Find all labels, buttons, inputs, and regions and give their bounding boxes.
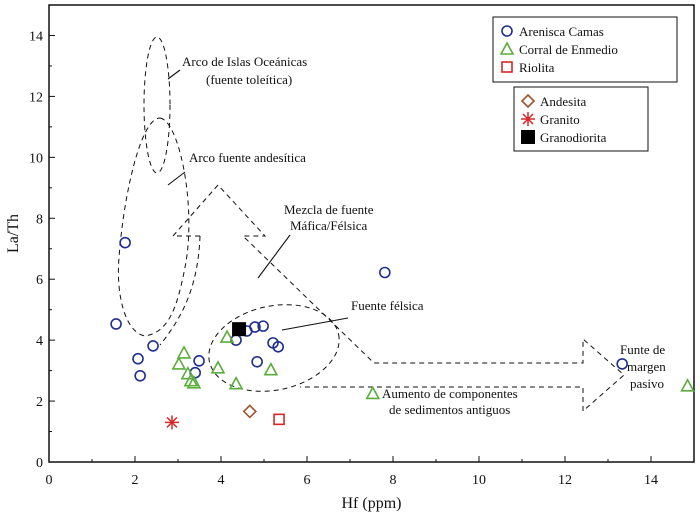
legend-marker (501, 61, 513, 73)
point-corral-de-enmedio (219, 329, 235, 343)
point-arenisca-camas (119, 236, 131, 249)
annotation-oceanic-2: (fuente toleítica) (206, 72, 292, 87)
legend-box (513, 86, 649, 152)
mixing-label-arrow (257, 234, 291, 279)
y-tick-label: 2 (36, 395, 43, 410)
legend-label: Granito (540, 112, 580, 127)
point-arenisca-camas (272, 341, 284, 353)
point-corral-de-enmedio (183, 372, 199, 387)
point-arenisca-camas (257, 320, 269, 332)
point-arenisca-camas (134, 369, 146, 382)
point-arenisca-camas (249, 321, 261, 333)
x-axis-label: Hf (ppm) (342, 495, 402, 512)
point-corral-de-enmedio (365, 385, 381, 400)
x-tick-label: 2 (132, 473, 139, 488)
label-arrows (167, 69, 349, 331)
point-granodiorita (232, 322, 247, 337)
point-corral-de-enmedio (171, 356, 187, 370)
legend: Arenisca Camas Corral de Enmedio Riolita An… (492, 16, 678, 152)
plot-frame (48, 4, 695, 463)
point-arenisca-camas (379, 266, 391, 279)
point-granito (164, 415, 179, 430)
annotation-felsic: Fuente félsica (351, 298, 424, 313)
annotation-passive-2: margen (627, 359, 666, 374)
x-tick-label: 12 (558, 473, 572, 488)
legend-box (492, 16, 678, 83)
point-andesita (242, 404, 257, 419)
legend-label: Arenisca Camas (519, 24, 604, 39)
legend-marker (499, 41, 515, 55)
felsic-arrow (281, 317, 349, 331)
x-tick-label: 0 (46, 473, 53, 488)
y-tick-label: 6 (36, 273, 43, 288)
point-arenisca-camas (147, 340, 159, 352)
point-corral-de-enmedio (680, 378, 695, 392)
point-corral-de-enmedio (228, 376, 244, 390)
andesitic-arrow (167, 171, 186, 186)
x-tick-label: 6 (304, 473, 311, 488)
point-arenisca-camas (251, 355, 263, 368)
legend-marker (521, 130, 535, 144)
point-corral-de-enmedio (186, 375, 202, 389)
point-arenisca-camas (616, 358, 628, 370)
y-tick-label: 8 (36, 212, 43, 227)
data-points (110, 236, 695, 430)
point-corral-de-enmedio (263, 362, 279, 376)
regions (117, 36, 625, 413)
annotation-old-2: de sedimentos antiguos (389, 402, 510, 417)
x-tick-label: 8 (390, 473, 397, 488)
point-arenisca-camas (193, 355, 205, 367)
x-tick-label: 4 (218, 473, 225, 488)
y-tick-label: 0 (36, 456, 43, 471)
point-arenisca-camas (132, 352, 144, 365)
oceanic-arc-field (143, 36, 171, 174)
felsic-field (208, 304, 340, 392)
oceanic-arrow (167, 69, 181, 80)
y-tick-label: 12 (29, 90, 43, 105)
legend-marker (501, 25, 513, 37)
andesitic-arc-field (117, 117, 190, 337)
legend-marker (520, 93, 536, 109)
annotation-mix-1: Mezcla de fuente (284, 202, 374, 217)
y-tick-label: 10 (29, 151, 43, 166)
point-corral-de-enmedio (176, 345, 192, 359)
annotation-mix-2: Máfica/Félsica (290, 218, 367, 233)
axes: 0 2 4 6 8 10 12 14 0 2 4 6 8 10 12 14 Hf (ppm) La/Th (5, 4, 695, 512)
annotations: Arco de Islas Oceánicas (fuente toleític… (182, 54, 666, 417)
x-tick-label: 10 (472, 473, 486, 488)
point-corral-de-enmedio (210, 360, 226, 374)
point-riolita (273, 413, 285, 426)
annotation-passive-1: Funte de (620, 342, 665, 357)
point-arenisca-camas (110, 318, 122, 330)
legend-marker (521, 112, 535, 126)
legend-label: Riolita (519, 60, 555, 75)
x-tick-label: 14 (644, 473, 658, 488)
annotation-passive-3: pasivo (630, 376, 664, 391)
annotation-oceanic-1: Arco de Islas Oceánicas (182, 54, 307, 69)
y-tick-label: 14 (29, 29, 43, 44)
y-tick-label: 4 (36, 334, 43, 349)
y-axis-label: La/Th (5, 214, 22, 253)
annotation-andesitic: Arco fuente andesítica (189, 150, 306, 165)
legend-label: Andesita (540, 94, 586, 109)
annotation-old-1: Aumento de componentes (382, 386, 518, 401)
mixing-arrow (159, 184, 625, 413)
legend-label: Granodiorita (540, 130, 607, 145)
legend-label: Corral de Enmedio (519, 42, 618, 57)
